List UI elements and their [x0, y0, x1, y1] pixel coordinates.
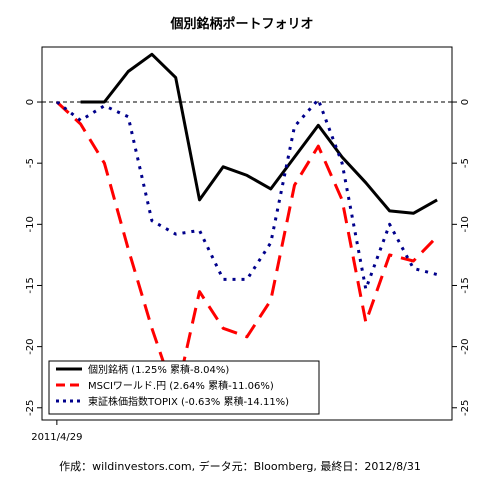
legend-label-0: 個別銘柄 (1.25% 累積-8.04%) [88, 363, 229, 376]
chart-title: 個別銘柄ポートフォリオ [169, 16, 313, 32]
y-tick-label-right-3: -15 [460, 277, 471, 293]
series-line-0 [80, 52, 438, 215]
legend-items: 個別銘柄 (1.25% 累積-8.04%) MSCIワールド.円 (2.64% 累… [56, 363, 289, 408]
y-tick-label-left-2: -10 [25, 216, 36, 232]
axes: 0 0 -5 -5 -10 -10 -15 -15 -20 -20 -25 -25 2011/4/29 [25, 99, 471, 443]
y-tick-label-right-0: 0 [460, 99, 471, 105]
y-tick-label-left-3: -15 [25, 277, 36, 293]
y-tick-label-right-5: -25 [460, 400, 471, 416]
legend: 個別銘柄 (1.25% 累積-8.04%) MSCIワールド.円 (2.64% 累… [48, 360, 320, 415]
series-group [55, 52, 439, 400]
credit-text: 作成：wildinvestors.com, データ元：Bloomberg, 最終… [59, 459, 421, 473]
series-line-1 [55, 100, 439, 400]
y-tick-label-left-1: -5 [25, 158, 36, 168]
plot-frame [41, 46, 453, 421]
y-tick-label-right-1: -5 [460, 158, 471, 168]
y-tick-label-left-4: -20 [25, 338, 36, 354]
x-tick-label: 2011/4/29 [31, 432, 82, 443]
y-tick-label-left-0: 0 [25, 99, 36, 105]
y-tick-label-left-5: -25 [25, 400, 36, 416]
legend-label-1: MSCIワールド.円 (2.64% 累積-11.06%) [88, 379, 274, 392]
y-tick-label-right-2: -10 [460, 216, 471, 232]
legend-label-2: 東証株価指数TOPIX (-0.63% 累積-14.11%) [88, 395, 289, 408]
legend-box [48, 360, 320, 415]
y-tick-label-right-4: -20 [460, 338, 471, 354]
